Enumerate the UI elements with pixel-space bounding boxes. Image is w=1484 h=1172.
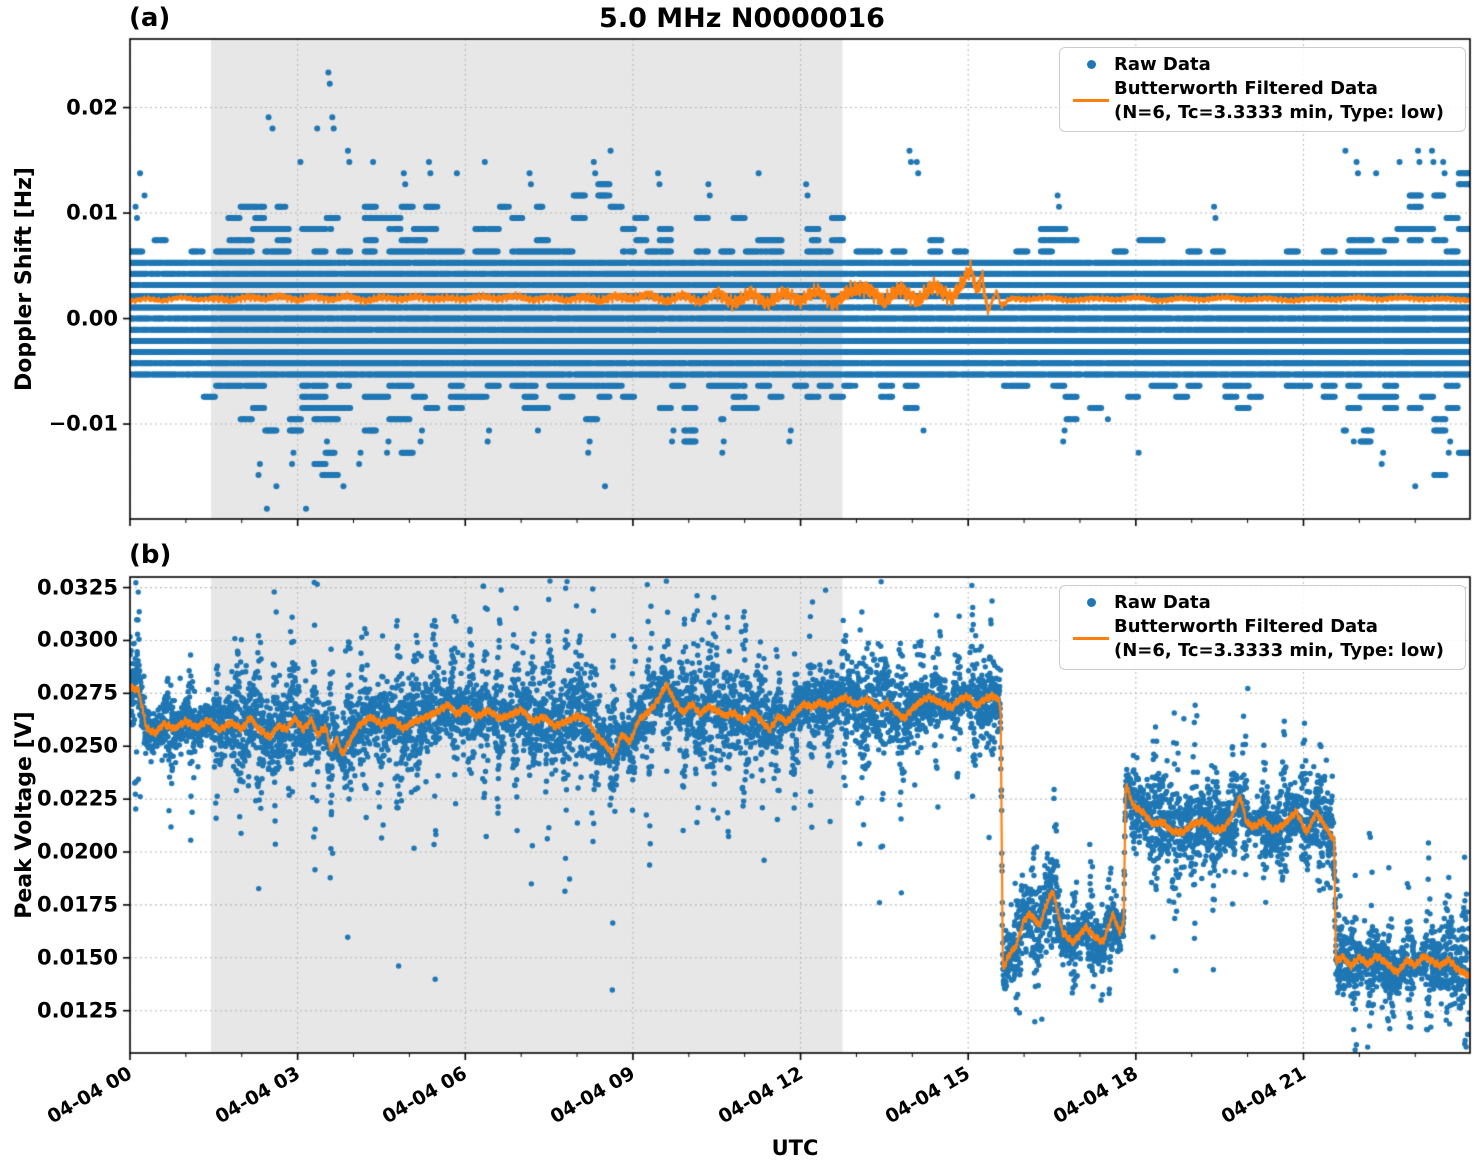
raw-data-dot-icon bbox=[1068, 598, 1114, 608]
legend-entry-raw: Raw Data bbox=[1068, 591, 1455, 615]
legend-raw-label: Raw Data bbox=[1114, 592, 1211, 613]
legend-raw-label: Raw Data bbox=[1114, 54, 1211, 75]
legend-panel-a: Raw Data Butterworth Filtered Data (N=6, … bbox=[1059, 47, 1466, 133]
legend-entry-raw: Raw Data bbox=[1068, 53, 1455, 77]
legend-entry-filtered: Butterworth Filtered Data (N=6, Tc=3.3333… bbox=[1068, 77, 1455, 125]
raw-data-dot-icon bbox=[1068, 60, 1114, 70]
legend-filtered-label-line1: Butterworth Filtered Data bbox=[1114, 615, 1378, 637]
panel-b-label: (b) bbox=[129, 540, 172, 570]
filtered-line-icon bbox=[1068, 99, 1114, 102]
legend-panel-b: Raw Data Butterworth Filtered Data (N=6, … bbox=[1059, 585, 1466, 671]
panel-b-y-axis-label: Peak Voltage [V] bbox=[12, 711, 37, 919]
panel-a-label: (a) bbox=[129, 3, 171, 33]
filtered-line-icon bbox=[1068, 637, 1114, 640]
x-axis-label: UTC bbox=[771, 1136, 819, 1160]
legend-entry-filtered: Butterworth Filtered Data (N=6, Tc=3.3333… bbox=[1068, 615, 1455, 663]
legend-filtered-label-line2: (N=6, Tc=3.3333 min, Type: low) bbox=[1114, 101, 1445, 123]
figure-title: 5.0 MHz N0000016 bbox=[599, 3, 885, 34]
legend-filtered-label-line1: Butterworth Filtered Data bbox=[1114, 77, 1378, 99]
legend-filtered-label-line2: (N=6, Tc=3.3333 min, Type: low) bbox=[1114, 639, 1445, 661]
panel-a-y-axis-label: Doppler Shift [Hz] bbox=[12, 167, 37, 391]
